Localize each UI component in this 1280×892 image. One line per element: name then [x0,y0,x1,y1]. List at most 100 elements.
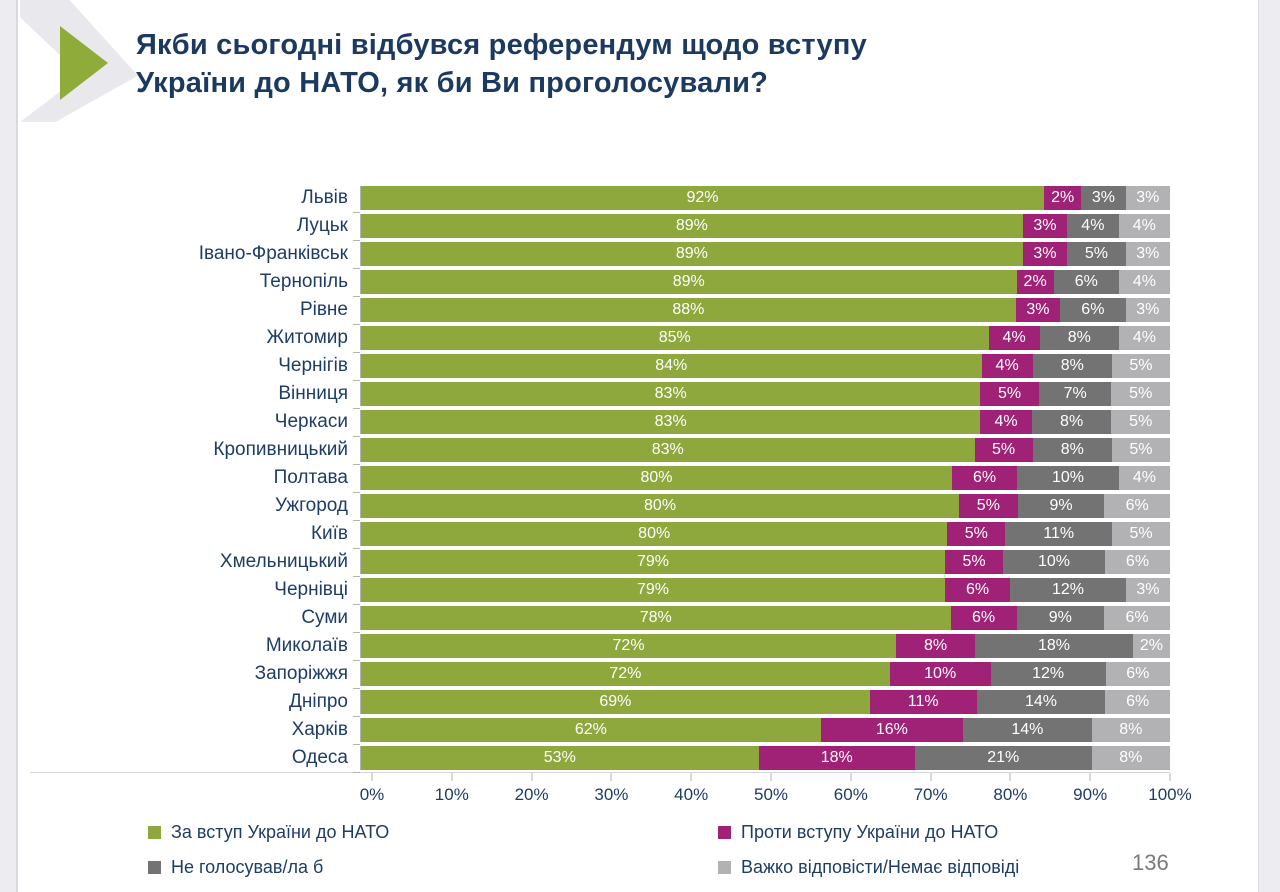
bar-segment: 80% [361,494,960,518]
bar-value-label: 5% [1084,245,1108,262]
bar-value-label: 6% [971,609,996,626]
bar-value-label: 72% [609,665,642,682]
x-axis-tick [1169,773,1171,781]
page-edge-left [0,0,18,892]
bar-segment: 84% [361,354,982,378]
bar-value-label: 4% [1132,329,1156,346]
bar-segment: 6% [1105,662,1171,686]
category-axis-tick [353,212,360,213]
x-axis-tick-label: 90% [1073,785,1108,804]
bar-segment: 10% [1003,550,1105,574]
bar-segment: 6% [950,606,1017,630]
bar-value-label: 62% [574,721,607,738]
bar-value-label: 9% [1049,497,1073,514]
bar-segment: 10% [1017,466,1119,490]
category-label: Черкаси [274,411,348,432]
bar-segment: 21% [914,746,1092,770]
category-axis-tick [353,464,360,465]
bar-segment: 18% [758,746,915,770]
bar-track: 53% 18% 21% 8% [353,746,1170,773]
bar-value-label: 8% [1060,441,1084,458]
bar-track: 89% 3% 5% 3% [353,242,1171,269]
bar-value-label: 4% [994,413,1018,430]
category-label: Чернівці [274,579,348,600]
chart-row: Запоріжжя 72% 10% 12% 6% [30,662,1171,689]
x-axis-tick-label: 0% [359,785,385,804]
chart-row: Луцьк 89% 3% 4% 4% [30,214,1170,241]
bar-value-label: 5% [1129,385,1153,402]
x-axis-tick [770,773,772,781]
category-axis-tick [353,352,360,353]
legend-label: Не голосував/ла б [171,857,324,877]
bar-value-label: 5% [1129,441,1153,458]
bar-track: 72% 10% 12% 6% [353,662,1171,689]
bar-segment: 4% [981,354,1033,378]
bar-segment: 8% [1091,746,1170,770]
chart-row: Одеса 53% 18% 21% 8% [30,746,1170,773]
category-axis-tick [353,436,360,437]
bar-track: 79% 6% 12% 3% [353,578,1170,605]
slide-title: Якби сьогодні відбувся референдум щодо в… [136,26,1186,102]
bar-segment: 3% [1125,186,1171,210]
bar-track: 92% 2% 3% 3% [353,186,1171,213]
bar-track: 80% 6% 10% 4% [353,466,1171,493]
bar-value-label: 89% [675,245,708,262]
bar-segment: 3% [1022,242,1068,266]
legend-label: Важко відповісти/Немає відповіді [741,857,1020,877]
bar-value-label: 3% [1091,189,1116,206]
bar-track: 88% 3% 6% 3% [353,298,1171,325]
bar-segment: 5% [1067,242,1126,266]
x-axis-tick-label: 40% [674,785,709,804]
category-axis-tick [353,660,360,661]
bar-value-label: 4% [1132,273,1156,290]
category-label: Хмельницький [219,551,348,572]
bar-segment: 4% [988,326,1040,350]
bar-value-label: 5% [1129,413,1153,430]
bar-segment: 5% [1111,354,1171,378]
bar-segment: 3% [1081,186,1126,210]
bar-segment: 62% [361,718,821,742]
bar-segment: 5% [1111,382,1170,406]
bar-value-label: 4% [995,357,1019,374]
x-axis-tick [1089,773,1091,781]
bar-value-label: 89% [672,273,705,290]
bar-segment: 3% [1022,214,1068,238]
x-axis-tick-label: 60% [833,785,868,804]
bar-segment: 6% [945,578,1011,602]
bar-value-label: 16% [875,721,908,738]
bar-value-label: 10% [1051,469,1084,486]
bar-segment: 4% [1118,326,1171,350]
bar-value-label: 6% [1125,497,1149,514]
bar-value-label: 3% [1136,581,1160,598]
chart-row: Ужгород 80% 5% 9% 6% [30,494,1170,521]
bar-value-label: 2% [1139,637,1164,654]
chart-row: Тернопіль 89% 2% 6% 4% [30,270,1170,297]
bar-value-label: 4% [1002,329,1026,346]
page-edge-right [1258,0,1280,892]
bar-segment: 8% [1039,326,1119,350]
bar-segment: 5% [959,494,1018,518]
bar-track: 78% 6% 9% 6% [353,606,1171,633]
bar-track: 72% 8% 18% 2% [353,634,1170,661]
bar-value-label: 6% [965,581,990,598]
bar-segment: 79% [361,550,945,574]
category-label: Львів [301,187,348,208]
bar-segment: 4% [1118,270,1170,294]
category-axis-tick [353,744,360,745]
bar-segment: 10% [889,662,991,686]
category-label: Харків [291,719,348,740]
chart-row: Кропивницький 83% 5% 8% 5% [30,438,1170,465]
bar-value-label: 8% [924,637,948,654]
bar-segment: 3% [1015,298,1061,322]
category-label: Кропивницький [213,439,348,460]
bar-value-label: 6% [1125,609,1149,626]
category-label: Дніпро [288,691,348,712]
chart-row: Рівне 88% 3% 6% 3% [30,298,1171,325]
legend-label: За вступ України до НАТО [171,822,390,842]
bar-segment: 83% [361,382,981,406]
bar-value-label: 5% [1129,525,1153,542]
page-number: 136 [1132,850,1169,875]
bar-track: 83% 5% 8% 5% [353,438,1170,465]
bar-segment: 4% [1118,214,1170,238]
bar-track: 84% 4% 8% 5% [353,354,1171,381]
